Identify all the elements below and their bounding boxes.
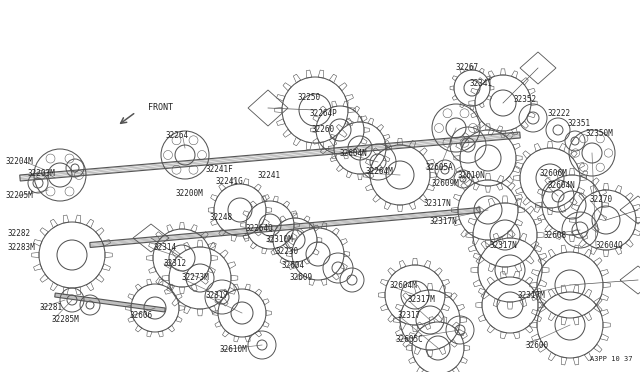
Text: 32273M: 32273M (182, 273, 210, 282)
Text: 32317M: 32317M (408, 295, 436, 305)
Text: 32604N: 32604N (547, 182, 575, 190)
Text: 32609M: 32609M (432, 180, 460, 189)
Polygon shape (90, 208, 480, 247)
Text: 32270: 32270 (590, 196, 613, 205)
Text: 32200M: 32200M (176, 189, 204, 198)
Text: 32260: 32260 (312, 125, 335, 135)
Text: 32264P: 32264P (310, 109, 338, 119)
Text: 32610M: 32610M (220, 346, 248, 355)
Text: 32317N: 32317N (490, 241, 518, 250)
Text: 32264: 32264 (166, 131, 189, 141)
Text: 32283M: 32283M (8, 243, 36, 251)
Text: 32317: 32317 (205, 291, 228, 299)
Text: 32604M: 32604M (390, 280, 418, 289)
Text: FRONT: FRONT (148, 103, 173, 112)
Text: 32241G: 32241G (215, 177, 243, 186)
Text: 32264M: 32264M (365, 167, 393, 176)
Text: 32312: 32312 (163, 259, 186, 267)
Text: 32250: 32250 (298, 93, 321, 102)
Text: 32608: 32608 (544, 231, 567, 240)
Text: 32241F: 32241F (205, 166, 233, 174)
Text: 32350M: 32350M (586, 129, 614, 138)
Text: 32604: 32604 (282, 260, 305, 269)
Text: 32264Q: 32264Q (245, 224, 273, 232)
Polygon shape (55, 293, 165, 312)
Text: 32609: 32609 (290, 273, 313, 282)
Text: 32606: 32606 (130, 311, 153, 320)
Text: 32317N: 32317N (430, 218, 458, 227)
Text: 32604Q: 32604Q (595, 241, 623, 250)
Text: 32314: 32314 (154, 244, 177, 253)
Text: 32241: 32241 (258, 170, 281, 180)
Text: 32282: 32282 (8, 230, 31, 238)
Text: 32205M: 32205M (5, 192, 33, 201)
Text: 32285M: 32285M (52, 315, 80, 324)
Text: 32203M: 32203M (28, 170, 56, 179)
Text: 32605C: 32605C (395, 336, 423, 344)
Text: 32352: 32352 (513, 96, 536, 105)
Text: 32610N: 32610N (458, 170, 486, 180)
Text: 32204M: 32204M (5, 157, 33, 166)
Text: 32604N: 32604N (340, 148, 368, 157)
Text: 32267: 32267 (456, 64, 479, 73)
Polygon shape (20, 132, 520, 181)
Text: 32351: 32351 (567, 119, 590, 128)
Text: 32606M: 32606M (539, 169, 567, 177)
Text: 32341: 32341 (470, 78, 493, 87)
Text: 32281: 32281 (40, 304, 63, 312)
Text: 32317: 32317 (398, 311, 421, 320)
Text: 32317N: 32317N (423, 199, 451, 208)
Text: 32605A: 32605A (425, 163, 452, 171)
Text: 32230: 32230 (275, 247, 298, 257)
Text: 32600: 32600 (525, 340, 548, 350)
Text: A3PP 10 37: A3PP 10 37 (589, 356, 632, 362)
Text: 32248: 32248 (210, 212, 233, 221)
Text: 32222: 32222 (548, 109, 571, 118)
Text: 32317M: 32317M (518, 291, 546, 299)
Text: 32310M: 32310M (265, 235, 292, 244)
